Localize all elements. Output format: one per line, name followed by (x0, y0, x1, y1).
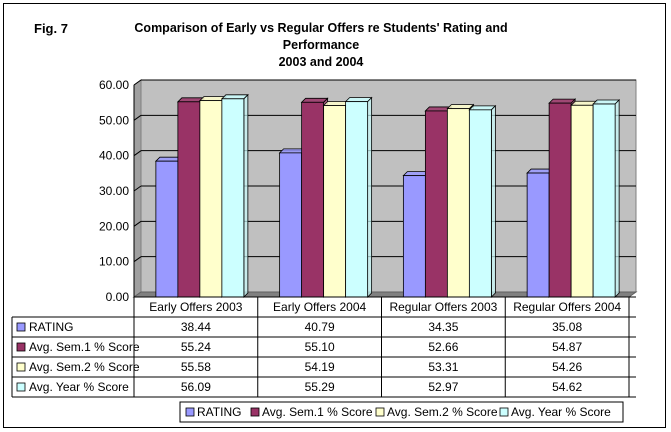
bar (279, 152, 303, 298)
table-legend-key (16, 362, 26, 372)
x-category-label: Regular Offers 2003 (389, 300, 497, 314)
y-tick-label: 0.00 (106, 290, 130, 304)
table-series-label: Avg. Sem.1 % Score (29, 340, 140, 354)
bar (570, 104, 594, 298)
bar (177, 101, 201, 298)
y-tick-label: 20.00 (99, 219, 129, 233)
bar (345, 101, 369, 298)
table-value: 34.35 (428, 320, 458, 334)
bar-side (367, 96, 373, 298)
table-value: 53.31 (428, 360, 458, 374)
bar (592, 103, 616, 298)
table-series-label: Avg. Year % Score (29, 380, 129, 394)
bar (446, 108, 470, 298)
bar (301, 101, 325, 298)
table-value: 56.09 (181, 380, 211, 394)
bar-side (243, 93, 249, 298)
legend-label: Avg. Sem.2 % Score (387, 405, 498, 419)
table-series-label: Avg. Sem.2 % Score (29, 360, 140, 374)
table-value: 52.66 (428, 340, 458, 354)
table-value: 40.79 (305, 320, 335, 334)
gridline-side (133, 150, 142, 157)
y-tick-label: 60.00 (99, 78, 129, 92)
table-value: 55.24 (181, 340, 211, 354)
table-value: 52.97 (428, 380, 458, 394)
bar (323, 105, 347, 298)
bar (155, 160, 179, 298)
table-value: 54.19 (305, 360, 335, 374)
table-series-label: RATING (29, 320, 73, 334)
legend-key (499, 407, 509, 417)
table-value: 35.08 (552, 320, 582, 334)
table-value: 54.87 (552, 340, 582, 354)
table-value: 55.29 (305, 380, 335, 394)
gridline-side (133, 220, 142, 227)
y-tick-label: 10.00 (99, 255, 129, 269)
chart-title: Comparison of Early vs Regular Offers re… (104, 20, 538, 71)
bar (526, 172, 550, 298)
bar (402, 175, 426, 298)
y-tick-label: 30.00 (99, 184, 129, 198)
bar (548, 102, 572, 298)
legend-label: Avg. Sem.1 % Score (262, 405, 373, 419)
bar-side (614, 99, 620, 298)
chart-title-line1: Comparison of Early vs Regular Offers re… (134, 21, 508, 52)
bar (424, 110, 448, 298)
y-tick-label: 40.00 (99, 149, 129, 163)
table-value: 55.10 (305, 340, 335, 354)
y-tick-label: 50.00 (99, 113, 129, 127)
bar (221, 98, 245, 298)
x-category-label: Early Offers 2003 (149, 300, 242, 314)
bar-side (490, 104, 496, 298)
gridline-side (133, 256, 142, 263)
legend-key (375, 407, 385, 417)
table-legend-key (16, 322, 26, 332)
legend-key (185, 407, 195, 417)
gridline-side (133, 79, 142, 86)
x-category-label: Early Offers 2004 (273, 300, 366, 314)
legend-label: RATING (197, 405, 241, 419)
legend-box (179, 401, 624, 423)
legend-label: Avg. Year % Score (511, 405, 611, 419)
table-value: 55.58 (181, 360, 211, 374)
table-value: 54.26 (552, 360, 582, 374)
figure-label: Fig. 7 (34, 21, 68, 36)
gridline-side (133, 114, 142, 121)
table-legend-key (16, 382, 26, 392)
bar (199, 100, 223, 298)
table-value: 38.44 (181, 320, 211, 334)
x-category-label: Regular Offers 2004 (513, 300, 621, 314)
chart-title-line2: 2003 and 2004 (278, 55, 364, 69)
table-value: 54.62 (552, 380, 582, 394)
table-legend-key (16, 342, 26, 352)
bar (468, 109, 492, 298)
legend-key (250, 407, 260, 417)
gridline-side (133, 185, 142, 192)
